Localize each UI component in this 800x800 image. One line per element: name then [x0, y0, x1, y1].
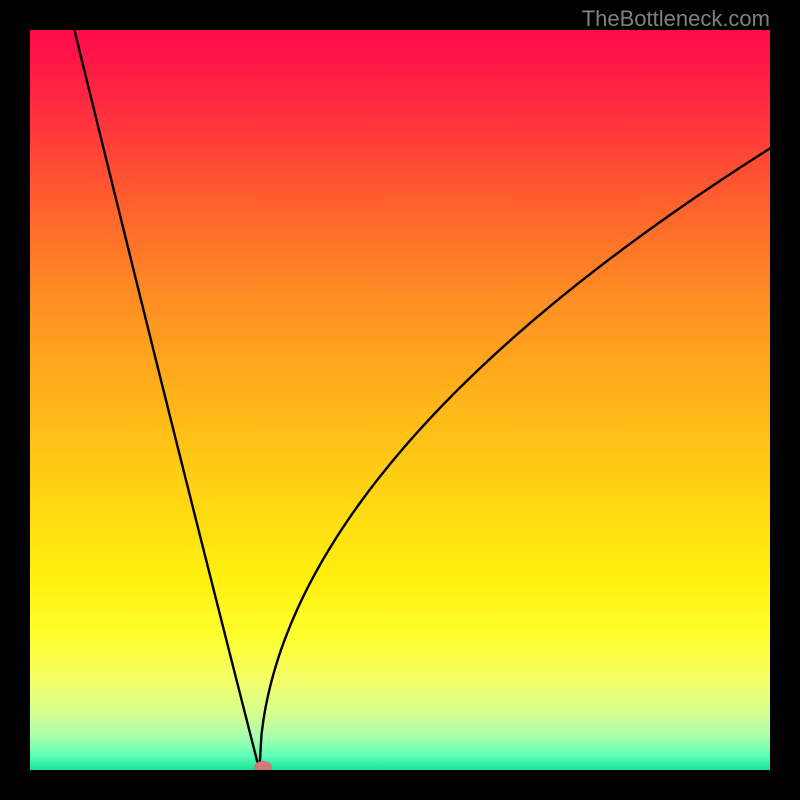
gradient-background: [30, 30, 770, 770]
watermark-text: TheBottleneck.com: [582, 6, 770, 32]
chart-root: TheBottleneck.com: [0, 0, 800, 800]
chart-svg: [30, 30, 770, 770]
plot-area: [30, 30, 770, 770]
